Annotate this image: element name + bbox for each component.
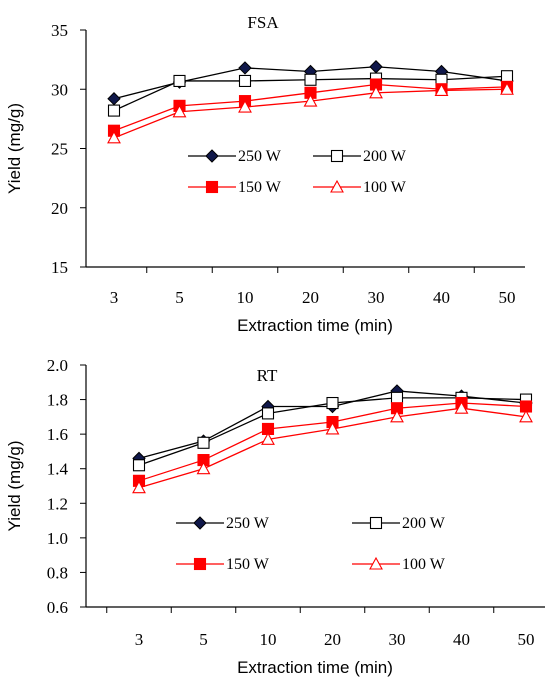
data-point: [500, 82, 514, 95]
y-tick-label: 25: [51, 140, 68, 159]
y-tick-label: 35: [51, 21, 68, 40]
y-tick-label: 30: [51, 80, 68, 99]
data-point: [500, 70, 514, 83]
y-tick-label: 1.6: [47, 425, 68, 444]
data-point: [261, 407, 275, 420]
data-point: [325, 421, 340, 435]
x-tick-label: 3: [135, 630, 144, 649]
data-point: [238, 99, 252, 113]
chart-title: RT: [257, 366, 278, 385]
data-point: [173, 74, 186, 88]
legend-marker: [193, 516, 207, 530]
y-tick-label: 2.0: [47, 356, 68, 375]
x-tick-label: 3: [110, 288, 119, 307]
x-axis-title: Extraction time (min): [237, 316, 393, 335]
data-point: [326, 396, 339, 410]
data-point: [172, 104, 187, 118]
data-point: [261, 432, 275, 445]
y-tick-label: 0.8: [47, 563, 68, 582]
data-point: [196, 461, 211, 475]
data-point: [132, 480, 146, 494]
x-tick-label: 20: [324, 630, 341, 649]
legend-marker: [205, 149, 219, 163]
y-tick-label: 1.2: [47, 494, 68, 513]
legend-label: 150 W: [226, 556, 270, 573]
data-point: [390, 391, 404, 404]
data-point: [304, 73, 317, 86]
chart-title: FSA: [247, 13, 279, 32]
y-tick-label: 1.0: [47, 529, 68, 548]
data-point: [238, 74, 252, 88]
data-point: [390, 409, 404, 423]
x-tick-label: 5: [175, 288, 184, 307]
legend-marker: [369, 556, 383, 570]
data-point: [369, 85, 383, 99]
x-tick-label: 50: [499, 288, 516, 307]
x-tick-label: 10: [260, 630, 277, 649]
data-point: [454, 401, 469, 414]
legend-marker: [330, 179, 344, 193]
x-tick-label: 30: [389, 630, 406, 649]
legend-label: 150 W: [238, 179, 282, 196]
y-axis-title: Yield (mg/g): [5, 103, 24, 194]
data-point: [107, 92, 121, 106]
x-tick-label: 10: [237, 288, 254, 307]
data-point: [434, 83, 449, 96]
legend-marker: [193, 557, 207, 571]
legend-label: 250 W: [238, 148, 282, 165]
x-tick-label: 50: [518, 630, 535, 649]
y-axis-title: Yield (mg/g): [5, 440, 24, 531]
data-point: [238, 61, 252, 75]
data-point: [369, 60, 383, 74]
y-tick-label: 20: [51, 199, 68, 218]
y-tick-label: 0.6: [47, 598, 68, 617]
x-tick-label: 20: [302, 288, 319, 307]
series-line: [138, 402, 527, 482]
data-point: [107, 130, 121, 144]
legend-label: 200 W: [402, 515, 446, 532]
chart-rt: 0.6 0.8 1.0 1.2 1.4 1.6 1.8 2.0 3 5 10 20 30 40 50 Extr…: [5, 356, 545, 677]
y-tick-label: 1.8: [47, 391, 68, 410]
x-tick-label: 40: [433, 288, 450, 307]
data-point: [197, 436, 210, 449]
y-tick-label: 1.4: [47, 460, 69, 479]
data-point: [107, 104, 121, 117]
legend-marker: [369, 516, 383, 530]
x-tick-label: 40: [453, 630, 470, 649]
legend-label: 100 W: [402, 556, 446, 573]
data-point: [303, 93, 318, 107]
x-tick-label: 30: [368, 288, 385, 307]
legend-label: 100 W: [363, 179, 407, 196]
data-point: [519, 409, 533, 423]
legend-label: 200 W: [363, 148, 407, 165]
data-point: [132, 459, 146, 472]
legend-marker: [205, 180, 219, 194]
legend-label: 250 W: [226, 515, 270, 532]
x-tick-label: 5: [199, 630, 208, 649]
y-tick-label: 15: [51, 258, 68, 277]
x-axis-title: Extraction time (min): [237, 658, 393, 677]
legend-marker: [330, 149, 344, 163]
